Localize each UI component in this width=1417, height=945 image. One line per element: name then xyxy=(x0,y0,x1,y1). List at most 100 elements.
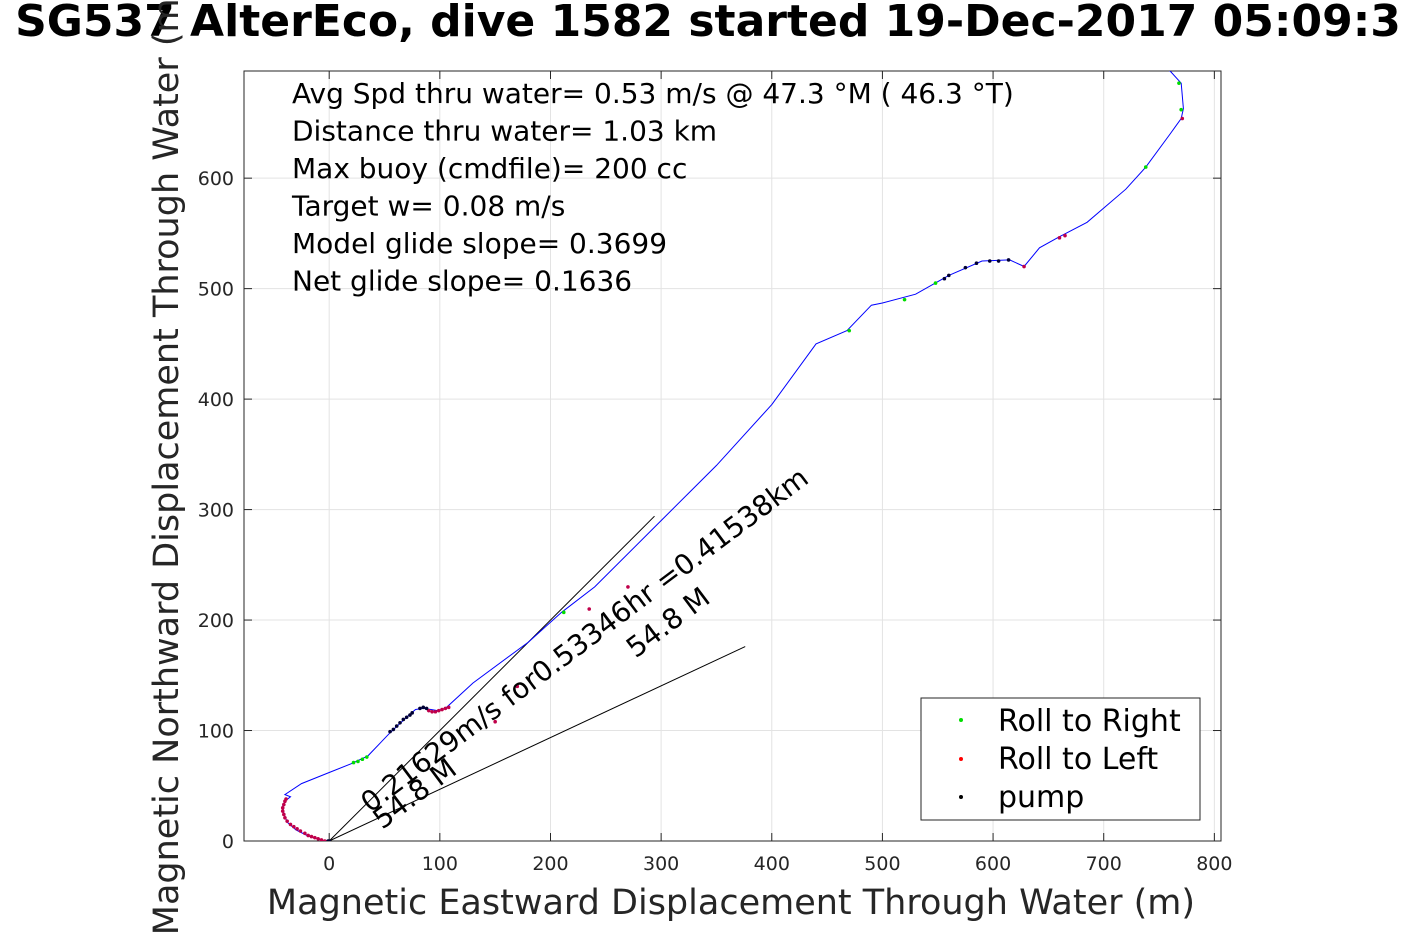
x-tick-label: 0 xyxy=(323,853,335,875)
roll-left-point xyxy=(446,705,451,710)
pump-point xyxy=(394,724,399,728)
stat-line: Model glide slope= 0.3699 xyxy=(292,227,667,260)
pump-point xyxy=(388,729,392,734)
pump-point xyxy=(987,259,992,263)
pump-point xyxy=(424,706,429,711)
y-tick-label: 0 xyxy=(222,831,234,853)
plot-area-frame xyxy=(243,70,1222,842)
stat-line: Avg Spd thru water= 0.53 m/s @ 47.3 °M (… xyxy=(292,77,1014,110)
roll-left-point xyxy=(298,829,303,833)
roll-left-point xyxy=(1022,264,1026,269)
x-tick-label: 100 xyxy=(422,853,458,875)
roll-left-point xyxy=(284,797,288,801)
roll-left-point xyxy=(1063,233,1067,238)
roll-left-point xyxy=(493,719,497,724)
roll-left-point xyxy=(306,833,310,838)
marker-groups xyxy=(280,81,1185,841)
stat-line: Distance thru water= 1.03 km xyxy=(292,115,717,148)
roll-left-point xyxy=(303,831,307,836)
x-tick-label: 300 xyxy=(643,853,679,875)
roll-left-point xyxy=(282,812,286,817)
legend-marker-pump xyxy=(959,795,963,799)
roll-left-point xyxy=(430,709,434,714)
pump-point xyxy=(327,839,331,841)
pump-point xyxy=(408,713,412,717)
roll-right-point xyxy=(1179,107,1183,112)
roll-left-point xyxy=(426,708,431,713)
y-tick-label: 300 xyxy=(198,500,234,522)
roll-right-point xyxy=(351,760,356,765)
roll-left-point xyxy=(309,834,314,839)
roll-left-point xyxy=(316,836,320,841)
roll-left-point xyxy=(280,809,285,813)
roll-right-point xyxy=(933,281,938,285)
roll-left-point xyxy=(1180,116,1185,121)
roll-left-point xyxy=(443,706,448,711)
legend-box xyxy=(920,697,1201,821)
x-tick-label: 600 xyxy=(975,853,1011,875)
y-axis-ticks: 0 100 200 300 400 500 600 xyxy=(198,168,1221,853)
legend: Roll to Right Roll to Left pump xyxy=(920,697,1201,821)
pump-point xyxy=(404,715,409,720)
pump-point xyxy=(963,265,968,270)
legend-marker-roll-right xyxy=(959,718,963,722)
roll-left-point xyxy=(319,838,324,841)
pump-point xyxy=(398,720,402,725)
y-tick-label: 500 xyxy=(198,279,234,301)
roll-left-point xyxy=(515,684,520,689)
roll-left-point xyxy=(282,802,286,807)
pump-point xyxy=(421,705,426,710)
roll-left-point xyxy=(313,835,317,840)
y-tick-label: 200 xyxy=(198,610,234,632)
roll-right-point xyxy=(902,297,907,302)
pump-point xyxy=(947,273,951,278)
roll-right-point xyxy=(365,755,369,759)
roll-right-point xyxy=(561,610,566,615)
pump-point xyxy=(410,711,414,715)
roll-left-point xyxy=(295,827,299,831)
x-axis-ticks: 0 100 200 300 400 500 600 700 800 xyxy=(323,71,1232,875)
roll-left-point xyxy=(1057,236,1062,240)
x-tick-label: 800 xyxy=(1196,853,1232,875)
stat-line: Max buoy (cmdfile)= 200 cc xyxy=(292,152,687,185)
legend-label-roll-right: Roll to Right xyxy=(998,704,1181,739)
x-tick-label: 200 xyxy=(532,853,568,875)
stat-line: Target w= 0.08 m/s xyxy=(291,190,565,223)
y-axis-label: Magnetic Northward Displacement Through … xyxy=(147,0,187,935)
pump-point xyxy=(418,706,422,711)
roll-left-point xyxy=(433,709,438,714)
pump-point xyxy=(1006,258,1011,262)
chart-title: SG537 AlterEco, dive 1582 started 19-Dec… xyxy=(15,0,1401,47)
roll-right-point xyxy=(356,759,360,764)
roll-left-point xyxy=(436,708,441,713)
roll-left-point xyxy=(285,819,289,823)
roll-left-point xyxy=(322,839,327,841)
x-tick-label: 400 xyxy=(754,853,790,875)
roll-left-point xyxy=(283,816,287,820)
roll-left-point xyxy=(291,824,296,829)
reference-line xyxy=(328,515,655,841)
stats-text-block: Avg Spd thru water= 0.53 m/s @ 47.3 °M (… xyxy=(291,77,1014,298)
legend-label-roll-left: Roll to Left xyxy=(998,742,1158,777)
pump-point xyxy=(996,259,1001,263)
legend-label-pump: pump xyxy=(998,780,1084,815)
roll-left-point xyxy=(587,607,592,611)
roll-right-point xyxy=(360,757,365,762)
pump-point xyxy=(942,276,947,281)
x-axis-label: Magnetic Eastward Displacement Through W… xyxy=(267,883,1195,923)
y-tick-label: 100 xyxy=(198,721,234,743)
reference-line xyxy=(328,646,746,841)
pump-point xyxy=(401,717,406,722)
pump-point xyxy=(391,727,396,732)
y-tick-label: 600 xyxy=(198,168,234,190)
stat-line: Net glide slope= 0.1636 xyxy=(292,265,632,298)
roll-right-point xyxy=(1143,165,1148,169)
roll-left-point xyxy=(288,822,293,827)
roll-left-point xyxy=(440,707,444,712)
roll-right-point xyxy=(847,328,852,333)
y-tick-label: 400 xyxy=(198,389,234,411)
legend-marker-roll-left xyxy=(959,757,963,761)
roll-left-point xyxy=(626,585,630,589)
